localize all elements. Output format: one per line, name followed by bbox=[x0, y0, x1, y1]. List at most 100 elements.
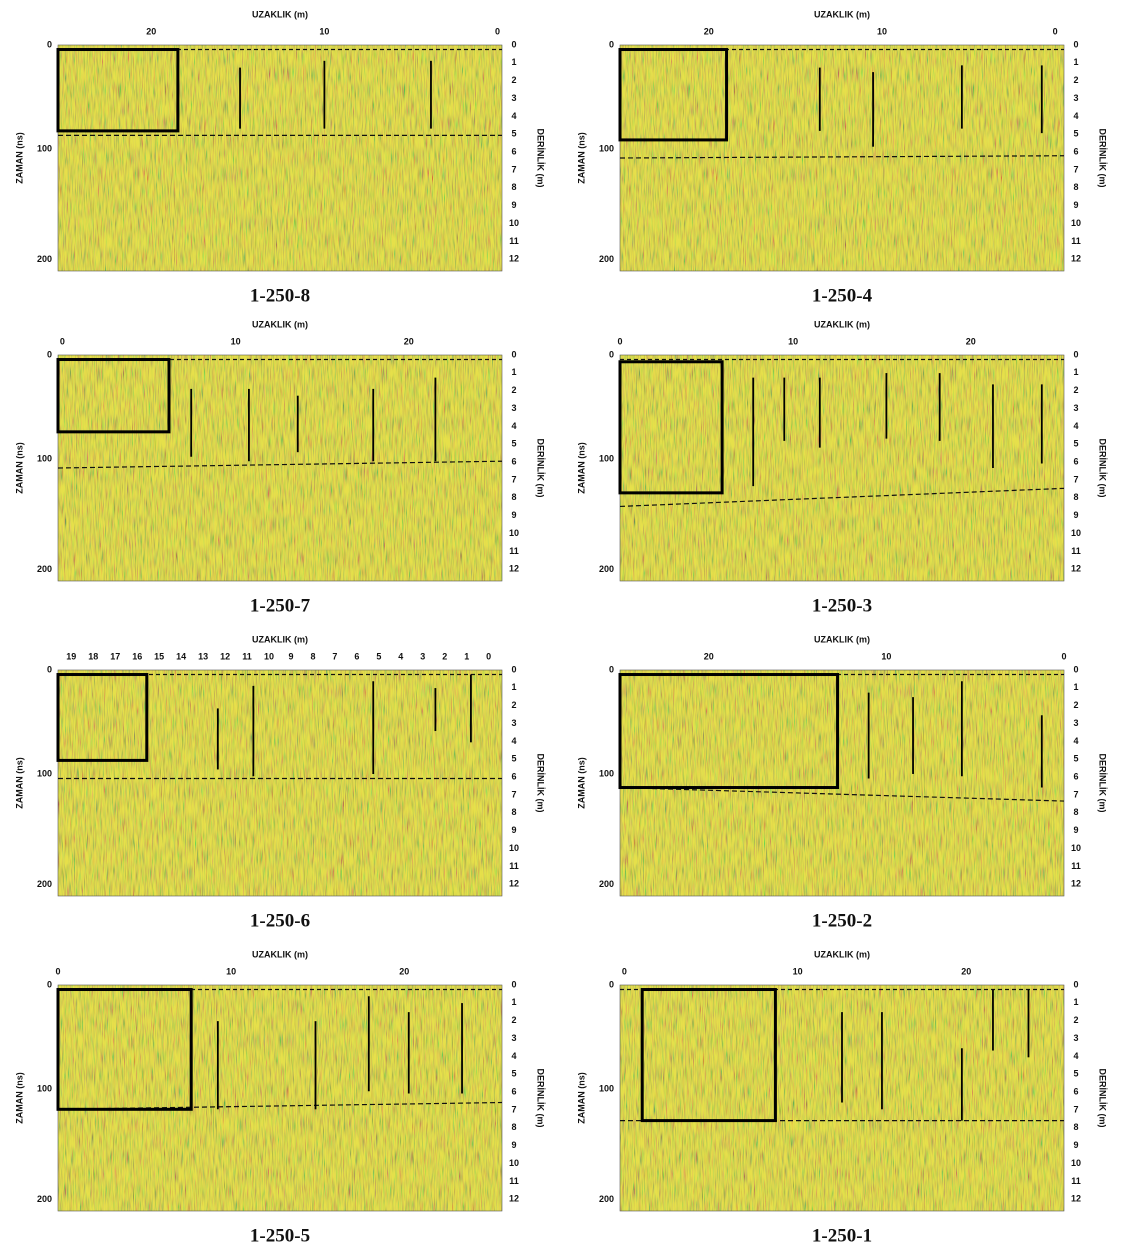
panel-label: 1-250-8 bbox=[250, 285, 310, 306]
x-tick-label: 0 bbox=[60, 336, 65, 346]
panel: UZAKLIK (m)20 10 001002000123456789101112Z… bbox=[576, 9, 1107, 306]
anomaly-box bbox=[56, 673, 149, 762]
time-tick-label: 0 bbox=[609, 664, 614, 674]
interface-line bbox=[619, 155, 1065, 159]
depth-tick-label: 11 bbox=[1071, 236, 1081, 246]
x-tick-label: 20 bbox=[704, 651, 714, 661]
depth-tick-label: 0 bbox=[1073, 349, 1078, 359]
depth-tick-label: 4 bbox=[1073, 111, 1078, 121]
time-tick-label: 100 bbox=[37, 453, 52, 463]
time-tick-label: 100 bbox=[599, 1083, 614, 1093]
depth-axis-label: DERİNLİK (m) bbox=[1098, 129, 1108, 188]
time-axis-label: ZAMAN (ns) bbox=[576, 132, 586, 184]
depth-tick-label: 10 bbox=[509, 843, 519, 853]
depth-tick-label: 2 bbox=[1073, 385, 1078, 395]
depth-tick-label: 6 bbox=[1073, 771, 1078, 781]
x-tick-label: 4 bbox=[398, 651, 403, 661]
time-tick-label: 200 bbox=[37, 564, 52, 574]
depth-tick-label: 1 bbox=[1073, 997, 1078, 1007]
x-tick-label: 5 bbox=[376, 651, 381, 661]
anomaly-box bbox=[618, 48, 729, 142]
x-tick-label: 20 bbox=[704, 26, 714, 36]
radargram-texture bbox=[620, 670, 1064, 896]
depth-tick-label: 11 bbox=[1071, 861, 1081, 871]
depth-tick-label: 8 bbox=[1073, 1122, 1078, 1132]
time-tick-label: 0 bbox=[47, 349, 52, 359]
depth-tick-label: 1 bbox=[511, 367, 516, 377]
depth-tick-label: 0 bbox=[511, 349, 516, 359]
x-tick-label: 10 bbox=[231, 336, 241, 346]
depth-tick-label: 12 bbox=[1071, 1194, 1081, 1204]
interface-line bbox=[619, 487, 1065, 508]
depth-axis-label: DERİNLİK (m) bbox=[536, 1069, 546, 1128]
x-axis-label: UZAKLIK (m) bbox=[814, 949, 870, 959]
depth-tick-label: 2 bbox=[511, 75, 516, 85]
panel: UZAKLIK (m)20 10 001002000123456789101112Z… bbox=[14, 9, 545, 306]
time-axis-label: ZAMAN (ns) bbox=[14, 132, 24, 184]
depth-tick-label: 1 bbox=[1073, 57, 1078, 67]
time-tick-label: 100 bbox=[599, 768, 614, 778]
x-tick-label: 0 bbox=[55, 966, 60, 976]
depth-tick-label: 10 bbox=[509, 1158, 519, 1168]
time-tick-label: 200 bbox=[37, 254, 52, 264]
depth-tick-label: 10 bbox=[1071, 1158, 1081, 1168]
depth-tick-label: 5 bbox=[511, 129, 516, 139]
depth-tick-label: 0 bbox=[511, 664, 516, 674]
panel: UZAKLIK (m)0 10 2001002000123456789101112Z… bbox=[14, 949, 545, 1246]
depth-tick-label: 3 bbox=[1073, 93, 1078, 103]
panel-label: 1-250-5 bbox=[250, 1225, 310, 1246]
depth-tick-label: 10 bbox=[1071, 843, 1081, 853]
depth-tick-label: 9 bbox=[1073, 1140, 1078, 1150]
depth-tick-label: 3 bbox=[1073, 403, 1078, 413]
time-tick-label: 200 bbox=[37, 879, 52, 889]
depth-tick-label: 5 bbox=[1073, 1069, 1078, 1079]
x-tick-label: 20 bbox=[146, 26, 156, 36]
depth-tick-label: 7 bbox=[1073, 474, 1078, 484]
depth-tick-label: 0 bbox=[1073, 39, 1078, 49]
x-tick-label: 20 bbox=[961, 966, 971, 976]
depth-tick-label: 1 bbox=[1073, 367, 1078, 377]
depth-axis-label: DERİNLİK (m) bbox=[536, 754, 546, 813]
depth-tick-label: 6 bbox=[1073, 456, 1078, 466]
x-axis-label: UZAKLIK (m) bbox=[252, 319, 308, 329]
x-tick-label: 18 bbox=[88, 651, 98, 661]
depth-tick-label: 4 bbox=[511, 1051, 516, 1061]
plot-frame bbox=[57, 44, 503, 272]
panel-label: 1-250-3 bbox=[812, 595, 872, 616]
depth-tick-label: 11 bbox=[509, 861, 519, 871]
interface-line bbox=[57, 460, 503, 469]
depth-tick-label: 6 bbox=[1073, 1086, 1078, 1096]
time-axis-label: ZAMAN (ns) bbox=[14, 757, 24, 809]
depth-tick-label: 3 bbox=[1073, 718, 1078, 728]
time-tick-label: 200 bbox=[599, 1194, 614, 1204]
panel: UZAKLIK (m)0 10 2001002000123456789101112Z… bbox=[576, 949, 1107, 1246]
x-tick-label: 7 bbox=[332, 651, 337, 661]
anomaly-box bbox=[56, 358, 171, 434]
x-axis-label: UZAKLIK (m) bbox=[252, 634, 308, 644]
depth-tick-label: 12 bbox=[1071, 254, 1081, 264]
x-axis-label: UZAKLIK (m) bbox=[252, 9, 308, 19]
time-tick-label: 0 bbox=[47, 39, 52, 49]
x-tick-label: 10 bbox=[319, 26, 329, 36]
time-tick-label: 200 bbox=[37, 1194, 52, 1204]
depth-tick-label: 7 bbox=[511, 164, 516, 174]
x-tick-label: 20 bbox=[399, 966, 409, 976]
depth-tick-label: 7 bbox=[1073, 164, 1078, 174]
panel: UZAKLIK (m)19 18 17 16 15 14 13 12 11 10 9 8 7 6 5 4 3 2 1… bbox=[14, 634, 545, 931]
depth-tick-label: 5 bbox=[511, 1069, 516, 1079]
radargram-texture bbox=[58, 670, 502, 896]
x-tick-label: 20 bbox=[966, 336, 976, 346]
depth-tick-label: 12 bbox=[509, 254, 519, 264]
x-tick-label: 12 bbox=[220, 651, 230, 661]
depth-tick-label: 6 bbox=[511, 456, 516, 466]
time-tick-label: 100 bbox=[599, 143, 614, 153]
depth-tick-label: 3 bbox=[511, 403, 516, 413]
depth-tick-label: 5 bbox=[1073, 129, 1078, 139]
depth-tick-label: 11 bbox=[1071, 546, 1081, 556]
depth-tick-label: 3 bbox=[511, 93, 516, 103]
depth-tick-label: 8 bbox=[1073, 807, 1078, 817]
x-tick-label: 0 bbox=[622, 966, 627, 976]
plot-frame bbox=[619, 984, 1065, 1212]
depth-tick-label: 10 bbox=[509, 218, 519, 228]
